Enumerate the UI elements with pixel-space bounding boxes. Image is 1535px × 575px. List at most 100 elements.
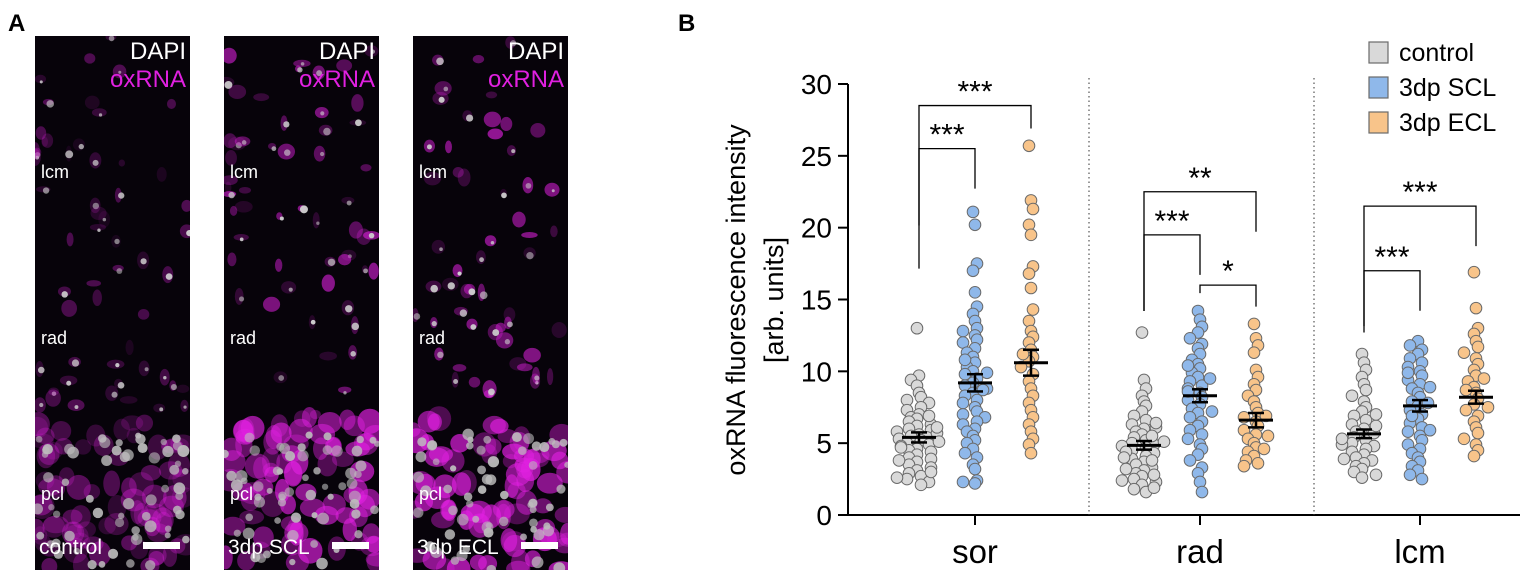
cell-mark <box>482 415 506 435</box>
nucleus-mark <box>160 438 167 446</box>
nucleus-mark <box>355 460 367 472</box>
cell-mark <box>558 532 568 547</box>
data-point <box>956 324 970 338</box>
nucleus-mark <box>426 144 432 150</box>
nucleus-mark <box>528 460 538 470</box>
data-point <box>956 475 970 489</box>
nucleus-mark <box>111 391 118 398</box>
data-point <box>1181 359 1195 372</box>
nucleus-mark <box>345 467 357 480</box>
nucleus-mark <box>297 443 306 452</box>
cell-mark <box>224 133 237 149</box>
nucleus-mark <box>535 381 539 385</box>
cell-mark <box>130 500 145 525</box>
cell-mark <box>339 409 356 431</box>
nucleus-mark <box>511 432 522 443</box>
nucleus-mark <box>35 435 43 443</box>
cell-mark <box>118 159 126 167</box>
nucleus-mark <box>322 445 333 455</box>
cell-mark <box>502 531 526 552</box>
nucleus-mark <box>144 367 149 372</box>
significance-bracket <box>918 148 976 269</box>
nucleus-mark <box>174 460 182 467</box>
legend-label: 3dp ECL <box>1399 109 1496 137</box>
dapi-label: DAPI <box>129 38 186 65</box>
data-point <box>1022 314 1036 328</box>
cell-mark <box>89 223 107 231</box>
nucleus-mark <box>490 241 495 245</box>
nucleus-mark <box>529 518 538 528</box>
condition-label: 3dp SCL <box>228 536 310 559</box>
nucleus-mark <box>457 271 462 276</box>
oxrna-label: oxRNA <box>298 66 375 93</box>
cell-mark <box>233 233 249 241</box>
data-point <box>1119 462 1133 476</box>
nucleus-mark <box>35 503 43 515</box>
nucleus-mark <box>311 512 318 519</box>
cell-mark <box>88 541 112 566</box>
nucleus-mark <box>290 512 302 523</box>
nucleus-mark <box>97 228 101 232</box>
nucleus-mark <box>284 149 291 156</box>
nucleus-mark <box>159 407 164 412</box>
data-point <box>932 435 946 449</box>
nucleus-mark <box>338 482 347 491</box>
nucleus-mark <box>472 515 480 523</box>
nucleus-mark <box>302 474 309 482</box>
data-point <box>1405 409 1419 423</box>
cell-mark <box>140 464 162 481</box>
nucleus-mark <box>413 313 421 320</box>
cell-mark <box>335 507 357 524</box>
cell-mark <box>42 516 65 538</box>
nucleus-mark <box>36 531 45 540</box>
cell-mark <box>225 150 237 166</box>
nucleus-mark <box>350 351 356 357</box>
nucleus-mark <box>297 450 309 462</box>
cell-mark <box>554 506 568 523</box>
micrograph-3dp-ecl: DAPI oxRNA lcm rad pcl 3dp ECL <box>413 36 568 570</box>
nucleus-mark <box>453 379 459 384</box>
nucleus-mark <box>277 498 287 507</box>
nucleus-mark <box>499 516 509 527</box>
cell-mark <box>495 322 506 333</box>
cell-mark <box>227 252 237 267</box>
legend-swatch <box>1368 41 1389 64</box>
cell-mark <box>119 396 138 404</box>
cell-mark <box>336 59 353 72</box>
nucleus-mark <box>317 512 330 525</box>
y-tick-label: 30 <box>801 69 832 100</box>
nucleus-mark <box>518 446 527 456</box>
nucleus-mark <box>297 67 303 73</box>
nucleus-mark <box>345 305 353 313</box>
y-tick-label: 5 <box>816 428 832 459</box>
data-point <box>1193 475 1207 489</box>
cell-mark <box>495 332 514 349</box>
nucleus-mark <box>164 532 171 539</box>
data-point <box>1369 468 1383 482</box>
significance-bracket <box>1363 270 1421 333</box>
nucleus-mark <box>48 504 55 511</box>
nucleus-mark <box>374 440 379 447</box>
cell-mark <box>551 322 567 338</box>
nucleus-mark <box>438 96 445 103</box>
nucleus-mark <box>500 490 509 500</box>
nucleus-mark <box>413 471 425 483</box>
cell-mark <box>224 181 232 194</box>
cell-mark <box>472 55 485 64</box>
nucleus-mark <box>115 363 120 368</box>
nucleus-mark <box>483 435 492 444</box>
micrograph-control: DAPI oxRNA lcm rad pcl control <box>35 36 190 570</box>
cell-mark <box>35 416 49 439</box>
significance-stars: *** <box>929 119 964 152</box>
nucleus-mark <box>431 321 437 327</box>
nucleus-mark <box>126 559 135 568</box>
cell-mark <box>72 553 90 570</box>
nucleus-mark <box>114 238 120 245</box>
cell-mark <box>348 221 363 239</box>
nucleus-mark <box>117 381 125 389</box>
data-point <box>968 462 982 476</box>
data-point <box>1457 432 1471 446</box>
nucleus-mark <box>343 391 347 395</box>
scale-bar <box>521 542 558 549</box>
